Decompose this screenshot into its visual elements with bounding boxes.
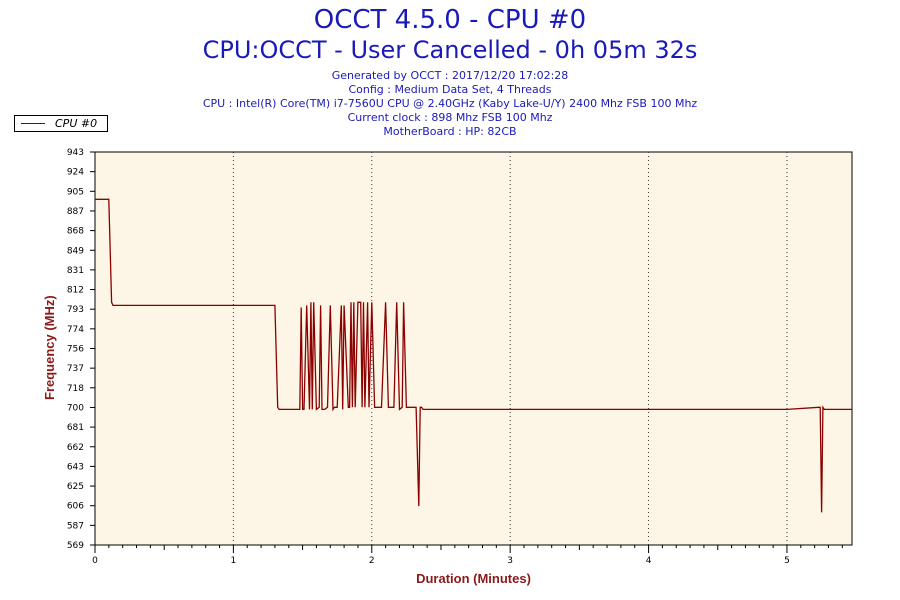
y-tick-label: 812 xyxy=(67,286,84,296)
plot-area xyxy=(94,151,853,546)
y-tick-label: 831 xyxy=(67,266,84,276)
y-tick-label: 681 xyxy=(67,423,84,433)
info-current-clock: Current clock : 898 Mhz FSB 100 Mhz xyxy=(347,111,553,124)
x-tick-label: 3 xyxy=(507,556,513,566)
x-tick-label: 0 xyxy=(92,556,98,566)
y-tick-label: 924 xyxy=(67,168,84,178)
info-cpu: CPU : Intel(R) Core(TM) i7-7560U CPU @ 2… xyxy=(202,97,698,110)
y-tick-label: 587 xyxy=(67,521,84,531)
legend: CPU #0 xyxy=(14,115,108,132)
y-tick-label: 606 xyxy=(67,502,84,512)
y-tick-label: 905 xyxy=(67,187,84,197)
y-axis-label: Frequency (MHz) xyxy=(42,295,57,400)
chart-title: OCCT 4.5.0 - CPU #0 xyxy=(313,5,587,35)
y-tick-label: 718 xyxy=(67,384,84,394)
y-tick-label: 700 xyxy=(67,403,84,413)
legend-label: CPU #0 xyxy=(55,117,98,130)
legend-swatch xyxy=(21,123,45,124)
y-tick-label: 849 xyxy=(67,246,84,256)
y-tick-label: 569 xyxy=(67,541,84,551)
series-line-cpu0 xyxy=(95,198,852,513)
y-tick-label: 868 xyxy=(67,227,84,237)
x-tick-label: 2 xyxy=(369,556,375,566)
y-tick-label: 625 xyxy=(67,482,84,492)
x-tick-label: 5 xyxy=(784,556,790,566)
y-tick-label: 737 xyxy=(67,364,84,374)
chart-subtitle: CPU:OCCT - User Cancelled - 0h 05m 32s xyxy=(202,36,698,64)
x-axis-label: Duration (Minutes) xyxy=(416,571,531,586)
info-motherboard: MotherBoard : HP: 82CB xyxy=(383,125,517,138)
y-tick-label: 943 xyxy=(67,148,84,158)
x-tick-label: 4 xyxy=(646,556,652,566)
info-config: Config : Medium Data Set, 4 Threads xyxy=(348,83,552,96)
y-tick-label: 887 xyxy=(67,207,84,217)
info-generated: Generated by OCCT : 2017/12/20 17:02:28 xyxy=(331,69,569,82)
x-tick-label: 1 xyxy=(231,556,237,566)
y-tick-label: 793 xyxy=(67,305,84,315)
y-tick-label: 643 xyxy=(67,462,84,472)
y-tick-label: 774 xyxy=(67,325,84,335)
y-tick-label: 756 xyxy=(67,345,84,355)
y-tick-label: 662 xyxy=(67,443,84,453)
